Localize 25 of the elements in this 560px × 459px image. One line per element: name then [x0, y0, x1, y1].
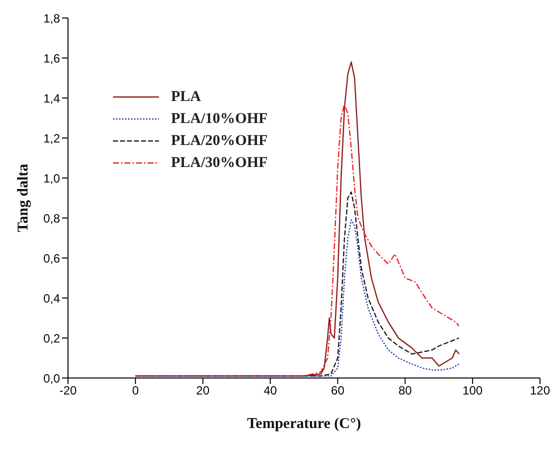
legend-label: PLA — [171, 88, 201, 106]
y-tick-label: 0,2 — [43, 331, 60, 346]
legend-label: PLA/10%OHF — [171, 110, 268, 128]
y-tick-label: 0,8 — [43, 211, 60, 226]
y-tick-label: 1,6 — [43, 51, 60, 66]
y-tick-label: 1,0 — [43, 171, 60, 186]
x-axis-title: Temperature (C°) — [247, 416, 361, 432]
x-tick-label: 60 — [331, 384, 345, 398]
y-tick-label: 0,6 — [43, 251, 60, 266]
x-tick-label: 20 — [196, 384, 210, 398]
x-tick-label: 120 — [530, 384, 550, 398]
y-tick-label: 1,8 — [43, 11, 60, 26]
y-tick-label: 1,4 — [43, 91, 60, 106]
legend-label: PLA/30%OHF — [171, 154, 268, 172]
x-tick-label: 100 — [462, 384, 483, 398]
x-tick-label: 0 — [132, 384, 140, 398]
y-tick-label: 0,4 — [43, 291, 60, 306]
x-tick-label: 40 — [264, 384, 278, 398]
y-tick-label: 0,0 — [43, 371, 60, 386]
legend-label: PLA/20%OHF — [171, 132, 268, 150]
y-tick-label: 1,2 — [43, 131, 60, 146]
line-series — [134, 219, 460, 377]
x-tick-label: -20 — [59, 384, 77, 398]
y-axis-title: Tang dalta — [15, 163, 32, 232]
x-tick-label: 80 — [398, 384, 412, 398]
